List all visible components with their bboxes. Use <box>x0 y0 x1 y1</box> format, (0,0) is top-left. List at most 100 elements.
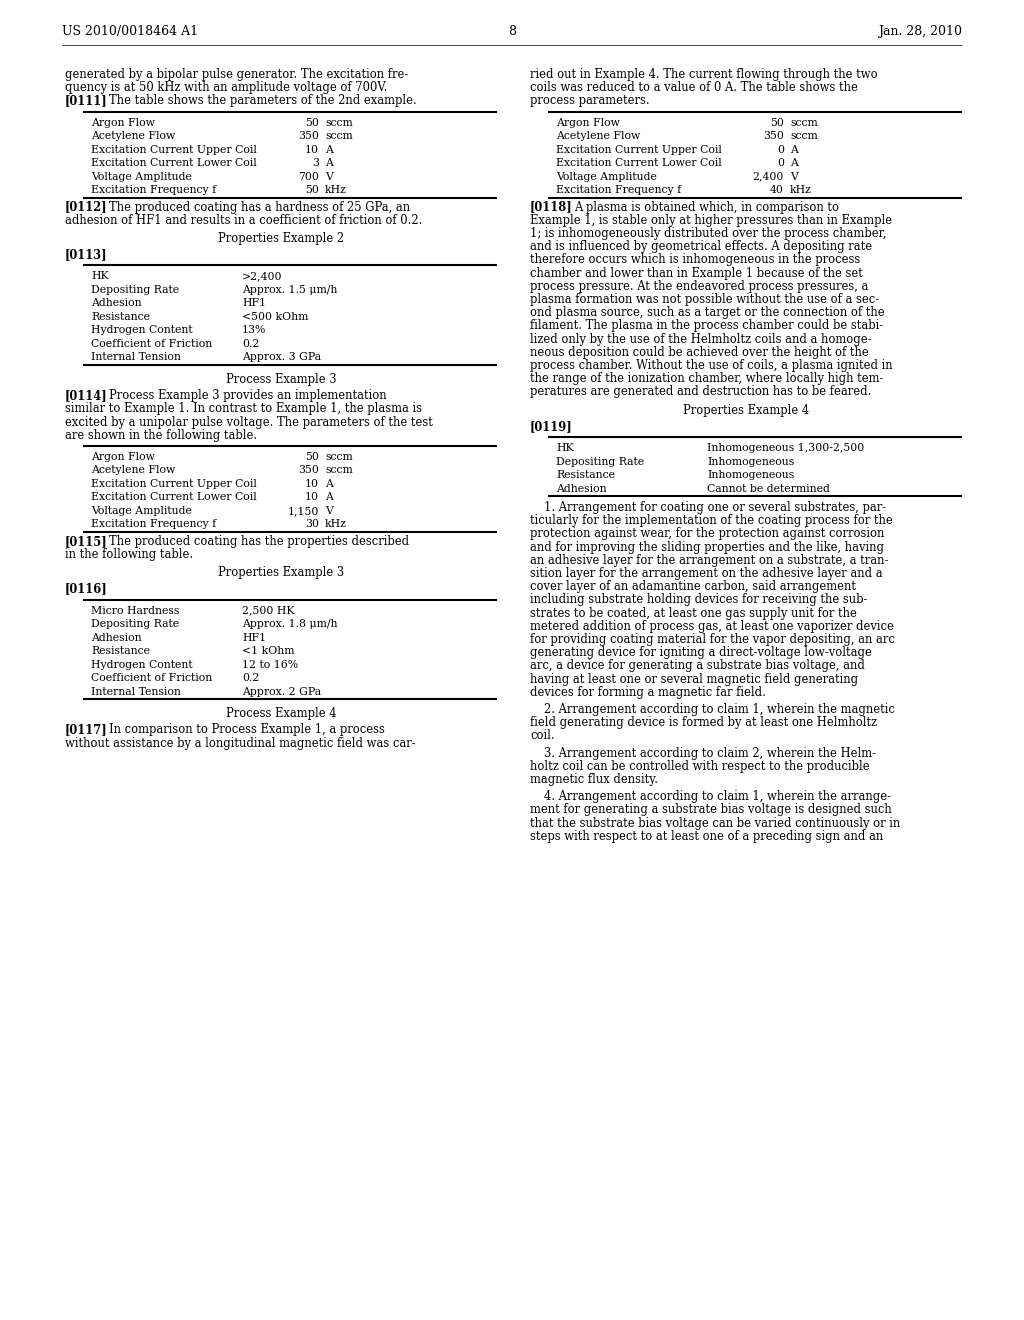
Text: The produced coating has the properties described: The produced coating has the properties … <box>109 535 410 548</box>
Text: that the substrate bias voltage can be varied continuously or in: that the substrate bias voltage can be v… <box>530 817 900 829</box>
Text: HK: HK <box>91 272 109 281</box>
Text: >2,400: >2,400 <box>242 272 283 281</box>
Text: generated by a bipolar pulse generator. The excitation fre-: generated by a bipolar pulse generator. … <box>65 69 409 81</box>
Text: Jan. 28, 2010: Jan. 28, 2010 <box>878 25 962 38</box>
Text: Hydrogen Content: Hydrogen Content <box>91 660 193 669</box>
Text: 2. Arrangement according to claim 1, wherein the magnetic: 2. Arrangement according to claim 1, whe… <box>544 704 895 715</box>
Text: 0: 0 <box>777 158 784 168</box>
Text: Acetylene Flow: Acetylene Flow <box>91 466 175 475</box>
Text: coils was reduced to a value of 0 A. The table shows the: coils was reduced to a value of 0 A. The… <box>530 82 858 94</box>
Text: sccm: sccm <box>325 117 352 128</box>
Text: Inhomogeneous: Inhomogeneous <box>707 470 795 480</box>
Text: A: A <box>790 158 798 168</box>
Text: HF1: HF1 <box>242 632 266 643</box>
Text: 350: 350 <box>298 131 319 141</box>
Text: Approx. 3 GPa: Approx. 3 GPa <box>242 352 322 363</box>
Text: adhesion of HF1 and results in a coefficient of friction of 0.2.: adhesion of HF1 and results in a coeffic… <box>65 214 422 227</box>
Text: devices for forming a magnetic far field.: devices for forming a magnetic far field… <box>530 686 766 698</box>
Text: 1,150: 1,150 <box>288 506 319 516</box>
Text: [0111]: [0111] <box>65 95 108 107</box>
Text: chamber and lower than in Example 1 because of the set: chamber and lower than in Example 1 beca… <box>530 267 863 280</box>
Text: are shown in the following table.: are shown in the following table. <box>65 429 257 442</box>
Text: kHz: kHz <box>325 519 347 529</box>
Text: sccm: sccm <box>325 466 352 475</box>
Text: excited by a unipolar pulse voltage. The parameters of the test: excited by a unipolar pulse voltage. The… <box>65 416 433 429</box>
Text: sccm: sccm <box>325 451 352 462</box>
Text: Excitation Frequency f: Excitation Frequency f <box>91 185 216 195</box>
Text: neous deposition could be achieved over the height of the: neous deposition could be achieved over … <box>530 346 868 359</box>
Text: 12 to 16%: 12 to 16% <box>242 660 298 669</box>
Text: Internal Tension: Internal Tension <box>91 352 181 363</box>
Text: Process Example 3: Process Example 3 <box>225 374 336 385</box>
Text: Acetylene Flow: Acetylene Flow <box>556 131 640 141</box>
Text: quency is at 50 kHz with an amplitude voltage of 700V.: quency is at 50 kHz with an amplitude vo… <box>65 82 387 94</box>
Text: ment for generating a substrate bias voltage is designed such: ment for generating a substrate bias vol… <box>530 804 892 816</box>
Text: V: V <box>325 172 333 182</box>
Text: the range of the ionization chamber, where locally high tem-: the range of the ionization chamber, whe… <box>530 372 884 385</box>
Text: Acetylene Flow: Acetylene Flow <box>91 131 175 141</box>
Text: steps with respect to at least one of a preceding sign and an: steps with respect to at least one of a … <box>530 830 884 842</box>
Text: sition layer for the arrangement on the adhesive layer and a: sition layer for the arrangement on the … <box>530 568 883 579</box>
Text: protection against wear, for the protection against corrosion: protection against wear, for the protect… <box>530 528 885 540</box>
Text: The table shows the parameters of the 2nd example.: The table shows the parameters of the 2n… <box>109 95 417 107</box>
Text: process chamber. Without the use of coils, a plasma ignited in: process chamber. Without the use of coil… <box>530 359 893 372</box>
Text: Depositing Rate: Depositing Rate <box>91 285 179 294</box>
Text: Inhomogeneous: Inhomogeneous <box>707 457 795 466</box>
Text: 700: 700 <box>298 172 319 182</box>
Text: US 2010/0018464 A1: US 2010/0018464 A1 <box>62 25 198 38</box>
Text: Properties Example 2: Properties Example 2 <box>218 232 344 246</box>
Text: 50: 50 <box>770 117 784 128</box>
Text: A: A <box>325 492 333 503</box>
Text: plasma formation was not possible without the use of a sec-: plasma formation was not possible withou… <box>530 293 880 306</box>
Text: Depositing Rate: Depositing Rate <box>556 457 644 466</box>
Text: Properties Example 3: Properties Example 3 <box>218 566 344 579</box>
Text: Adhesion: Adhesion <box>556 483 606 494</box>
Text: Excitation Frequency f: Excitation Frequency f <box>91 519 216 529</box>
Text: 0: 0 <box>777 145 784 154</box>
Text: metered addition of process gas, at least one vaporizer device: metered addition of process gas, at leas… <box>530 620 894 632</box>
Text: Excitation Current Upper Coil: Excitation Current Upper Coil <box>91 145 257 154</box>
Text: 1. Arrangement for coating one or several substrates, par-: 1. Arrangement for coating one or severa… <box>544 502 886 513</box>
Text: HK: HK <box>556 444 573 453</box>
Text: A: A <box>325 479 333 488</box>
Text: Internal Tension: Internal Tension <box>91 686 181 697</box>
Text: kHz: kHz <box>790 185 812 195</box>
Text: V: V <box>790 172 798 182</box>
Text: <500 kOhm: <500 kOhm <box>242 312 308 322</box>
Text: ticularly for the implementation of the coating process for the: ticularly for the implementation of the … <box>530 515 893 527</box>
Text: 0.2: 0.2 <box>242 339 259 348</box>
Text: 30: 30 <box>305 519 319 529</box>
Text: Example 1, is stable only at higher pressures than in Example: Example 1, is stable only at higher pres… <box>530 214 892 227</box>
Text: [0116]: [0116] <box>65 582 108 595</box>
Text: Excitation Current Lower Coil: Excitation Current Lower Coil <box>91 492 257 503</box>
Text: Properties Example 4: Properties Example 4 <box>683 404 809 417</box>
Text: Coefficient of Friction: Coefficient of Friction <box>91 339 212 348</box>
Text: an adhesive layer for the arrangement on a substrate, a tran-: an adhesive layer for the arrangement on… <box>530 554 889 566</box>
Text: arc, a device for generating a substrate bias voltage, and: arc, a device for generating a substrate… <box>530 660 865 672</box>
Text: Resistance: Resistance <box>556 470 615 480</box>
Text: therefore occurs which is inhomogeneous in the process: therefore occurs which is inhomogeneous … <box>530 253 860 267</box>
Text: [0117]: [0117] <box>65 723 108 737</box>
Text: coil.: coil. <box>530 730 555 742</box>
Text: process pressure. At the endeavored process pressures, a: process pressure. At the endeavored proc… <box>530 280 868 293</box>
Text: Hydrogen Content: Hydrogen Content <box>91 326 193 335</box>
Text: Excitation Current Lower Coil: Excitation Current Lower Coil <box>91 158 257 168</box>
Text: Adhesion: Adhesion <box>91 298 141 309</box>
Text: A plasma is obtained which, in comparison to: A plasma is obtained which, in compariso… <box>574 201 839 214</box>
Text: 2,500 HK: 2,500 HK <box>242 606 295 615</box>
Text: V: V <box>325 506 333 516</box>
Text: Coefficient of Friction: Coefficient of Friction <box>91 673 212 684</box>
Text: generating device for igniting a direct-voltage low-voltage: generating device for igniting a direct-… <box>530 647 871 659</box>
Text: ond plasma source, such as a target or the connection of the: ond plasma source, such as a target or t… <box>530 306 885 319</box>
Text: 50: 50 <box>305 451 319 462</box>
Text: Excitation Current Lower Coil: Excitation Current Lower Coil <box>556 158 722 168</box>
Text: The produced coating has a hardness of 25 GPa, an: The produced coating has a hardness of 2… <box>109 201 411 214</box>
Text: Argon Flow: Argon Flow <box>91 451 155 462</box>
Text: Excitation Current Upper Coil: Excitation Current Upper Coil <box>556 145 722 154</box>
Text: Argon Flow: Argon Flow <box>556 117 620 128</box>
Text: Excitation Frequency f: Excitation Frequency f <box>556 185 681 195</box>
Text: 3. Arrangement according to claim 2, wherein the Helm-: 3. Arrangement according to claim 2, whe… <box>544 747 876 759</box>
Text: [0119]: [0119] <box>530 420 572 433</box>
Text: having at least one or several magnetic field generating: having at least one or several magnetic … <box>530 673 858 685</box>
Text: Argon Flow: Argon Flow <box>91 117 155 128</box>
